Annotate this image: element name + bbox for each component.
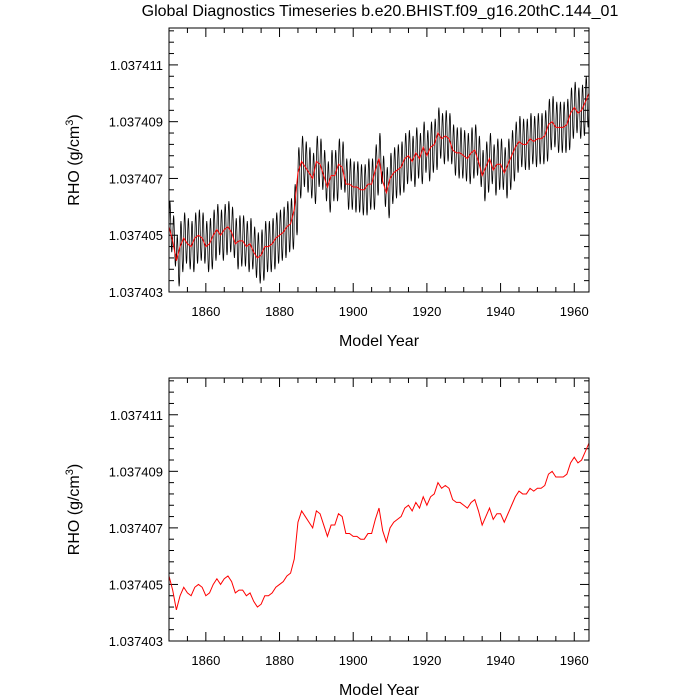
y-tick-label: 1.037409 bbox=[109, 464, 163, 479]
bottom-x-axis-title: Model Year bbox=[339, 682, 420, 699]
y-tick-label: 1.037405 bbox=[109, 228, 163, 243]
bottom-panel: 1860 1880 1900 1920 1940 1960 1.037403 1.037405… bbox=[64, 377, 590, 699]
top-y-axis-title: RHO (g/cm3) bbox=[64, 114, 83, 205]
y-tick-label: 1.037411 bbox=[110, 58, 163, 73]
top-y-axis-title-close: ) bbox=[66, 114, 83, 119]
chart-title: Global Diagnostics Timeseries b.e20.BHIS… bbox=[142, 3, 619, 20]
annual-mean-line bbox=[169, 442, 589, 611]
y-tick-label: 1.037403 bbox=[109, 285, 163, 300]
top-x-axis-title: Model Year bbox=[339, 333, 420, 350]
x-tick-label: 1920 bbox=[412, 653, 441, 668]
x-tick-label: 1880 bbox=[265, 653, 294, 668]
x-tick-label: 1940 bbox=[486, 653, 515, 668]
y-tick-label: 1.037403 bbox=[109, 634, 163, 649]
y-tick-label: 1.037407 bbox=[109, 171, 163, 186]
y-tick-label: 1.037405 bbox=[109, 577, 163, 592]
x-tick-label: 1900 bbox=[339, 653, 368, 668]
bottom-y-axis-title-sup: 3 bbox=[64, 469, 76, 475]
y-tick-label: 1.037409 bbox=[109, 115, 163, 130]
bottom-plot-frame bbox=[168, 377, 590, 642]
bottom-y-axis-title-main: RHO (g/cm bbox=[66, 475, 83, 555]
x-tick-label: 1960 bbox=[560, 653, 589, 668]
x-tick-label: 1940 bbox=[486, 304, 515, 319]
monthly-series-line bbox=[169, 76, 589, 287]
bottom-y-axis-title: RHO (g/cm3) bbox=[64, 464, 83, 555]
top-panel-tick-labels: 1860 1880 1900 1920 1940 1960 1.037403 1.037405… bbox=[109, 58, 589, 319]
x-tick-label: 1860 bbox=[191, 304, 220, 319]
x-tick-label: 1860 bbox=[191, 653, 220, 668]
x-tick-label: 1900 bbox=[339, 304, 368, 319]
annual-mean-line bbox=[169, 93, 589, 261]
bottom-y-axis-title-close: ) bbox=[66, 464, 83, 469]
bottom-panel-series bbox=[169, 442, 589, 611]
x-tick-label: 1960 bbox=[560, 304, 589, 319]
x-tick-label: 1880 bbox=[265, 304, 294, 319]
top-y-axis-title-main: RHO (g/cm bbox=[66, 126, 83, 206]
top-panel: 1860 1880 1900 1920 1940 1960 1.037403 1.037405… bbox=[64, 27, 590, 350]
y-tick-label: 1.037407 bbox=[109, 521, 163, 536]
x-tick-label: 1920 bbox=[412, 304, 441, 319]
bottom-panel-tick-labels: 1860 1880 1900 1920 1940 1960 1.037403 1.037405… bbox=[109, 408, 589, 668]
top-y-axis-title-sup: 3 bbox=[64, 120, 76, 126]
y-tick-label: 1.037411 bbox=[110, 408, 163, 423]
top-panel-series bbox=[169, 76, 589, 287]
top-plot-frame bbox=[168, 27, 590, 293]
